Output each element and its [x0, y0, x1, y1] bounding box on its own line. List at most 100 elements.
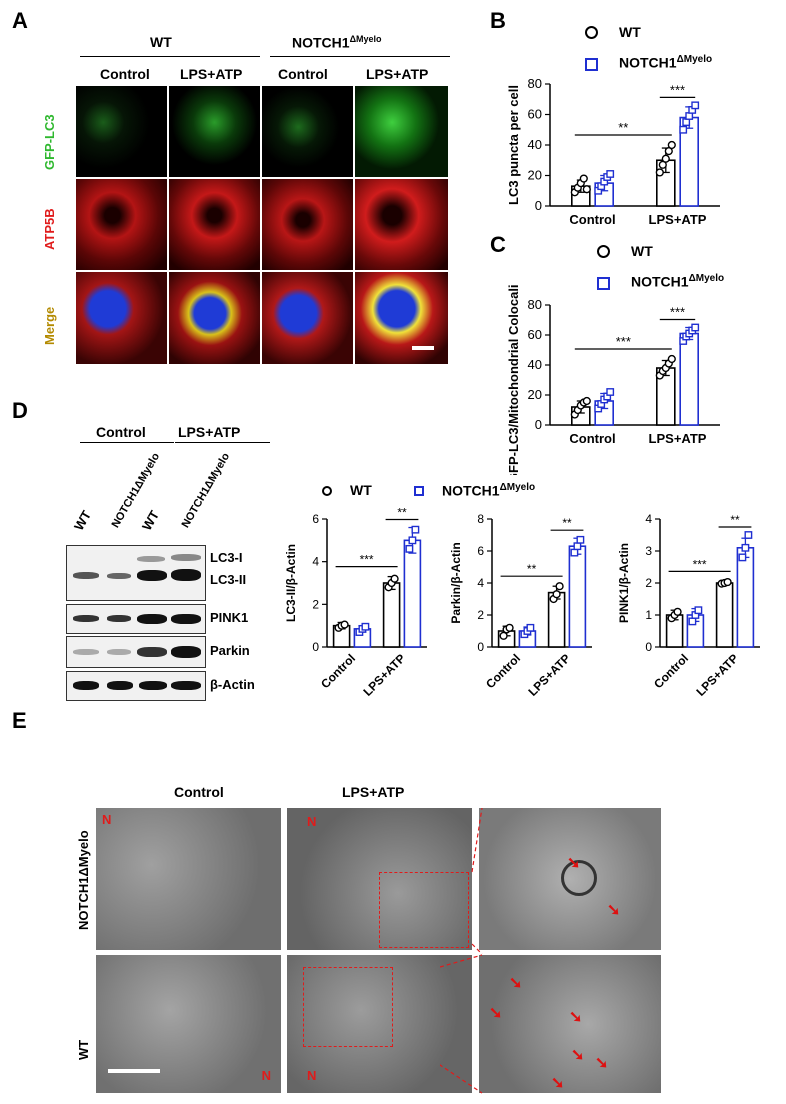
legend-c-wt-marker — [597, 245, 610, 258]
significance-label: *** — [693, 557, 707, 571]
data-point — [526, 623, 535, 632]
y-tick-label: 8 — [477, 512, 484, 526]
micro-gfp-wt-control — [76, 86, 167, 177]
legend-d-wt-marker — [322, 486, 332, 496]
micro-atp5b-wt-lps — [169, 179, 260, 270]
data-point — [691, 323, 700, 332]
cond-label-4: LPS+ATP — [366, 66, 429, 82]
y-tick-label: 2 — [477, 608, 484, 622]
data-point — [688, 617, 697, 626]
data-point — [576, 535, 585, 544]
blot-header-control: Control — [96, 424, 146, 440]
bar — [382, 582, 401, 648]
micro-gfp-notch-control — [262, 86, 353, 177]
data-point — [552, 590, 561, 599]
x-tick-label: Control — [651, 651, 691, 691]
data-point — [361, 622, 370, 631]
blot-actin — [66, 671, 206, 701]
y-tick-label: 0 — [477, 640, 484, 654]
legend-c-notch-marker — [597, 277, 610, 290]
em-notch-lps: N — [287, 808, 472, 950]
y-tick-label: 0 — [312, 640, 319, 654]
blot-line-lps — [175, 442, 270, 443]
panel-letter-b: B — [490, 8, 506, 33]
significance-label: *** — [616, 334, 631, 349]
bar — [736, 546, 755, 648]
chart-colocalization: 0 20 40 60 80 GFP-LC3/Mitochondrial Colocaliz… — [506, 285, 720, 475]
panel-letter-d: D — [12, 398, 28, 423]
micro-merge-notch-control — [262, 272, 353, 364]
data-point — [673, 607, 682, 616]
data-point — [555, 582, 564, 591]
arrow-icon: ➘ — [567, 855, 581, 872]
significance-label: ** — [618, 120, 628, 135]
significance-label: ** — [730, 513, 740, 527]
y-tick-label: 0 — [535, 198, 542, 213]
em-col-control: Control — [174, 784, 224, 800]
data-point — [744, 531, 753, 539]
y-tick-label: 40 — [528, 357, 542, 372]
y-tick-label: 20 — [528, 387, 542, 402]
y-axis-label: LC3-II/β-Actin — [285, 544, 298, 622]
significance-label: ** — [527, 562, 537, 576]
blot-lc3 — [66, 545, 206, 601]
cond-label-2: LPS+ATP — [180, 66, 243, 82]
x-tick-label: Control — [569, 431, 615, 446]
zoom-box — [379, 872, 469, 948]
y-tick-label: 0 — [535, 417, 542, 432]
y-tick-label: 6 — [312, 512, 319, 526]
y-tick-label: 0 — [645, 640, 652, 654]
blot-pink1 — [66, 604, 206, 634]
data-point — [723, 577, 732, 587]
em-nucleus-label: N — [307, 814, 317, 829]
data-point — [579, 174, 588, 183]
y-tick-label: 40 — [528, 137, 542, 152]
significance-label: *** — [670, 82, 685, 97]
micro-atp5b-notch-lps — [355, 179, 448, 270]
em-nucleus-label: N — [102, 812, 112, 827]
data-point — [691, 101, 700, 110]
chart-parkin-actin: 0 2 4 6 8 Parkin/β-Actin Control LPS+ATP ** ** — [450, 512, 592, 699]
arrow-icon: ➘ — [571, 1047, 585, 1064]
em-notch-control: N — [96, 808, 281, 950]
arrow-icon: ➘ — [607, 902, 621, 919]
y-tick-label: 2 — [645, 576, 652, 590]
data-point — [573, 542, 582, 551]
y-tick-label: 80 — [528, 76, 542, 91]
lane-label-1: WT — [71, 507, 95, 533]
y-tick-label: 4 — [477, 576, 484, 590]
legend-wt-label: WT — [619, 24, 641, 40]
data-point — [505, 623, 514, 632]
legend-notch-label: NOTCH1ΔMyelo — [619, 54, 713, 71]
x-tick-label: LPS+ATP — [693, 651, 741, 699]
y-tick-label: 1 — [645, 608, 652, 622]
row-label-gfp-lc3: GFP-LC3 — [42, 114, 57, 170]
legend-d-notch-label: NOTCH1ΔMyelo — [442, 482, 536, 499]
y-tick-label: 2 — [312, 597, 319, 611]
em-scale-bar — [108, 1069, 160, 1073]
blot-line-control — [80, 442, 174, 443]
zoom-connectors — [440, 808, 483, 1094]
data-point — [606, 388, 615, 396]
data-point — [694, 606, 703, 615]
blot-header-lps: LPS+ATP — [178, 424, 241, 440]
data-point — [499, 631, 508, 640]
significance-label: *** — [360, 553, 374, 567]
em-nucleus-label: N — [307, 1068, 317, 1083]
micro-gfp-wt-lps — [169, 86, 260, 177]
group-line-wt — [80, 56, 260, 57]
band-label-parkin: Parkin — [210, 643, 250, 658]
arrow-icon: ➘ — [551, 1075, 565, 1092]
em-wt-lps: N — [287, 955, 472, 1093]
legend-wt-marker — [585, 26, 598, 39]
y-tick-label: 4 — [312, 555, 319, 569]
arrow-icon: ➘ — [489, 1005, 503, 1022]
x-tick-label: LPS+ATP — [649, 212, 707, 227]
em-wt-control: N — [96, 955, 281, 1093]
data-point — [411, 525, 420, 534]
x-tick-label: Control — [483, 651, 523, 691]
legend-c-notch-label: NOTCH1ΔMyelo — [631, 273, 725, 290]
arrow-icon: ➘ — [595, 1055, 609, 1072]
